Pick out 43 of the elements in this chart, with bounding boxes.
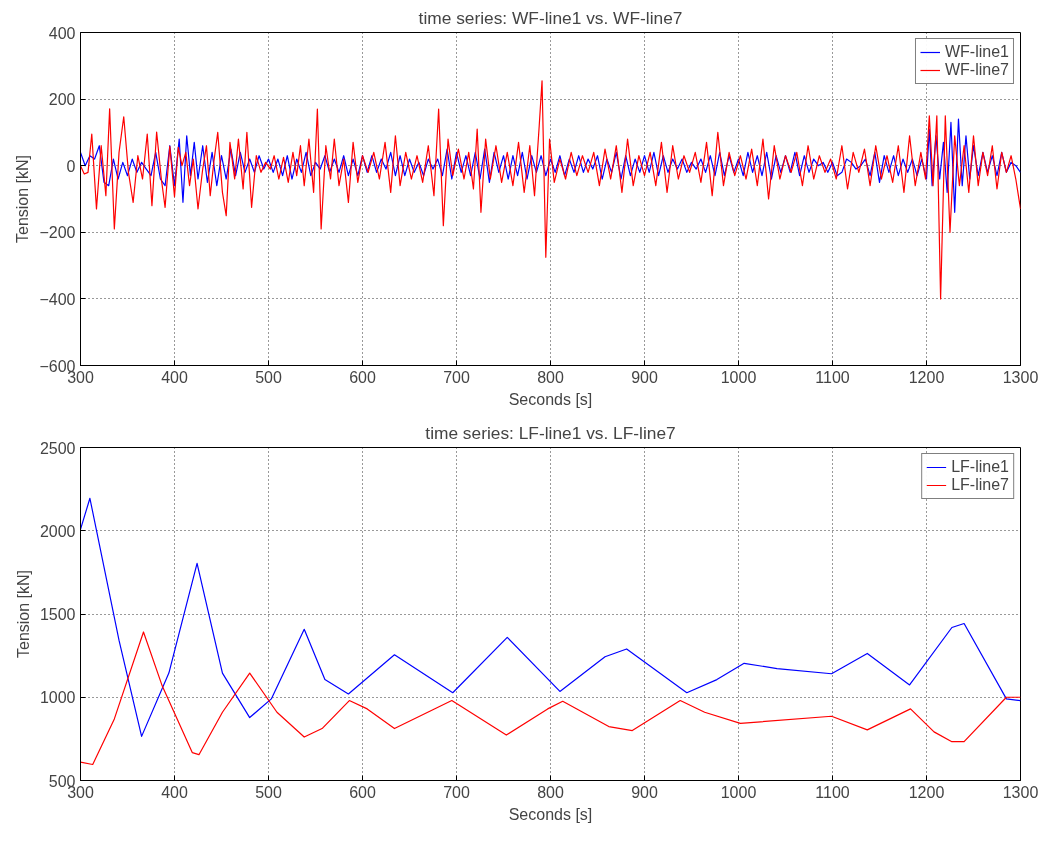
x-tick-label: 900 — [631, 368, 658, 386]
x-tick-label: 800 — [537, 783, 564, 801]
x-tick-label: 700 — [443, 368, 470, 386]
legend-label: WF-line1 — [944, 43, 1009, 61]
line-series — [80, 118, 1021, 213]
y-tick-label: 400 — [48, 24, 76, 42]
x-tick-label: 600 — [349, 783, 376, 801]
y-tick-label: 2000 — [39, 522, 76, 540]
y-axis-title: Tension [kN] — [14, 154, 32, 244]
line-series — [80, 80, 1021, 300]
chart-title: time series: WF-line1 vs. WF-line7 — [418, 7, 683, 28]
line-series — [80, 631, 1021, 766]
chart-title: time series: LF-line1 vs. LF-line7 — [425, 422, 676, 443]
x-tick-label: 1000 — [720, 783, 757, 801]
y-tick-label: 200 — [48, 91, 76, 109]
x-tick-label: 700 — [443, 783, 470, 801]
x-tick-label: 1300 — [1002, 368, 1039, 386]
x-tick-label: 400 — [161, 783, 188, 801]
x-tick-label: 1200 — [908, 783, 945, 801]
x-tick-label: 1300 — [1002, 783, 1039, 801]
x-tick-label: 1100 — [815, 368, 850, 386]
legend-label: LF-line1 — [951, 458, 1009, 476]
x-tick-label: 400 — [161, 368, 188, 386]
legend-label: WF-line7 — [944, 61, 1009, 79]
x-tick-label: 600 — [349, 368, 376, 386]
x-axis-title: Seconds [s] — [508, 805, 593, 823]
y-tick-label: −400 — [39, 290, 76, 308]
y-tick-label: 2500 — [39, 439, 76, 457]
y-tick-label: 1500 — [39, 606, 76, 623]
line-series — [80, 497, 1021, 737]
x-tick-label: 800 — [537, 368, 564, 386]
y-axis-title: Tension [kN] — [14, 569, 32, 659]
x-axis-title: Seconds [s] — [508, 390, 593, 408]
y-tick-label: 1000 — [39, 689, 76, 707]
y-tick-label: 0 — [66, 157, 76, 175]
x-tick-label: 900 — [631, 783, 658, 801]
x-tick-label: 500 — [255, 783, 282, 801]
x-tick-label: 1100 — [815, 783, 850, 801]
x-tick-label: 500 — [255, 368, 282, 386]
x-tick-label: 1000 — [720, 368, 757, 386]
y-tick-label: −200 — [39, 224, 76, 242]
x-tick-label: 1200 — [908, 368, 945, 386]
legend-label: LF-line7 — [951, 476, 1009, 494]
